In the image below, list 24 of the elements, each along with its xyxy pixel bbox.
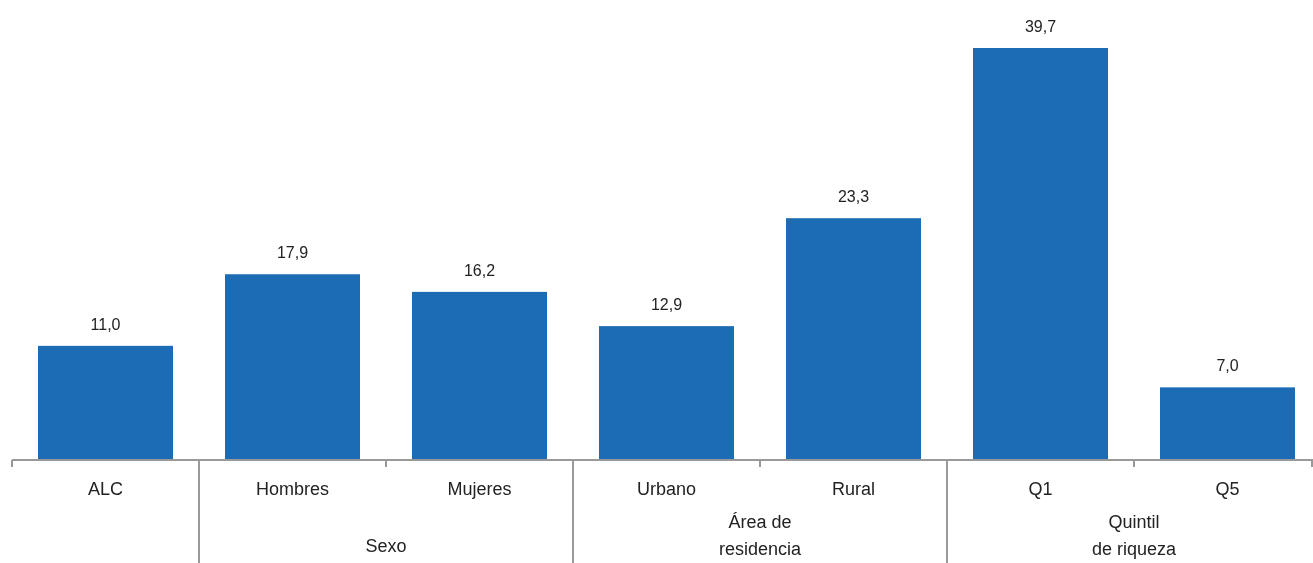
x-tick-label: Q5 — [1215, 479, 1240, 499]
bar — [599, 326, 734, 460]
x-tick-label: Rural — [831, 479, 876, 499]
bar — [225, 274, 360, 460]
data-label: 7,0 — [1216, 357, 1239, 375]
data-label: 11,0 — [90, 315, 121, 333]
x-tick-label: Mujeres — [447, 479, 512, 499]
bar — [786, 218, 921, 460]
text: Área de residencia — [718, 512, 803, 559]
data-label: 23,3 — [837, 188, 870, 206]
text: Quintil de riqueza — [1091, 512, 1178, 559]
text: Sexo — [365, 536, 407, 556]
bar — [38, 345, 173, 460]
x-tick-label: ALC — [87, 479, 124, 499]
data-label: 39,7 — [1024, 18, 1057, 35]
data-label: 16,2 — [463, 261, 496, 279]
data-label: 12,9 — [650, 296, 683, 314]
bar — [973, 48, 1108, 460]
x-tick-label: Q1 — [1028, 479, 1053, 499]
x-tick-label: Hombres — [255, 479, 330, 499]
bar — [412, 291, 547, 460]
data-label: 17,9 — [276, 244, 309, 262]
bar — [1160, 387, 1295, 460]
x-tick-label: Urbano — [636, 479, 697, 499]
